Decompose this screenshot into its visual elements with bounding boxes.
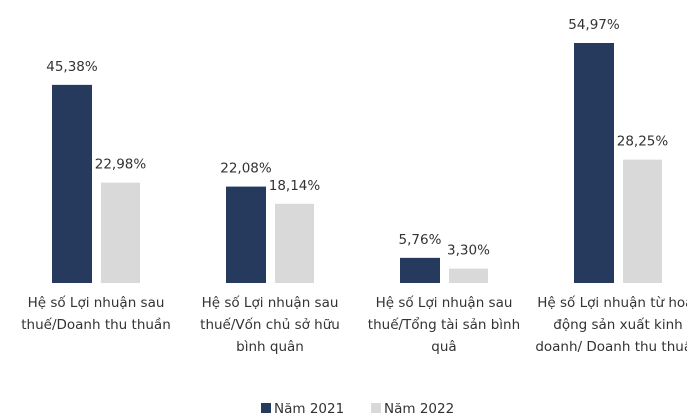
data-label: 5,76% (399, 232, 442, 248)
data-label: 3,30% (447, 243, 490, 259)
data-label: 22,08% (220, 161, 272, 177)
bar (623, 159, 662, 283)
legend-label: Năm 2021 (274, 401, 344, 417)
bar (101, 182, 140, 283)
bar (400, 257, 440, 283)
x-tick-label: Hệ số Lợi nhuận sau thuế/Doanh thu thuần (21, 295, 171, 333)
bar (574, 43, 614, 283)
bar (52, 84, 92, 283)
bar (449, 268, 488, 283)
legend-swatch (371, 403, 381, 413)
legend-label: Năm 2022 (384, 401, 454, 417)
data-label: 45,38% (46, 59, 98, 75)
data-label: 18,14% (269, 178, 321, 194)
bar (226, 186, 266, 283)
x-tick-label: Hệ số Lợi nhuận từ hoạt động sản xuất ki… (535, 295, 687, 355)
bar (275, 203, 314, 283)
data-label: 22,98% (95, 157, 147, 173)
data-label: 54,97% (568, 17, 620, 33)
legend-swatch (261, 403, 271, 413)
data-label: 28,25% (617, 134, 669, 150)
x-tick-label: Hệ số Lợi nhuận sau thuế/Tổng tài sản bì… (367, 295, 521, 355)
x-tick-label: Hệ số Lợi nhuận sau thuế/Vốn chủ sở hữu … (200, 295, 340, 355)
